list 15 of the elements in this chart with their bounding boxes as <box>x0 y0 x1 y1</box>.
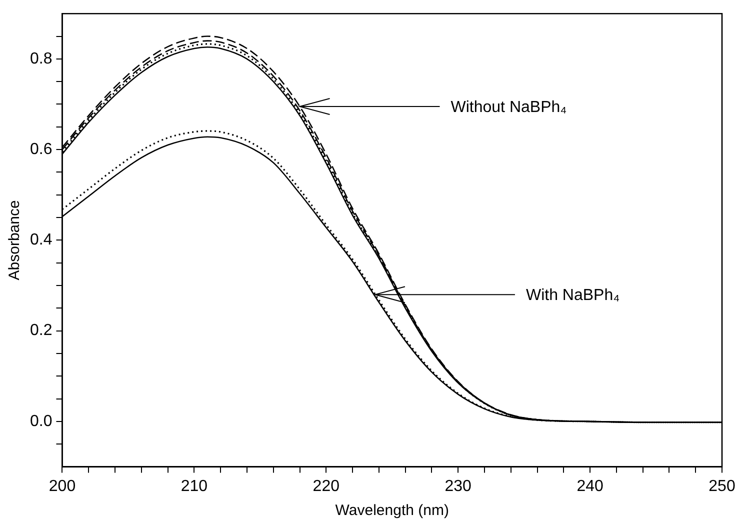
x-tick-label: 210 <box>180 478 208 495</box>
x-tick-label: 220 <box>312 478 340 495</box>
x-tick-label: 250 <box>708 478 736 495</box>
x-tick-label: 200 <box>48 478 76 495</box>
y-tick-label: 0.8 <box>30 50 52 68</box>
annotation: With NaBPh₄ <box>526 286 620 304</box>
y-tick-label: 0.0 <box>30 412 52 430</box>
y-tick-label: 0.6 <box>30 140 52 158</box>
y-axis-title: Absorbance <box>6 200 24 280</box>
x-tick-label: 230 <box>444 478 472 495</box>
y-tick-label: 0.4 <box>30 232 52 249</box>
annotation: Without NaBPh₄ <box>450 98 567 116</box>
y-tick-label: 0.2 <box>30 322 52 340</box>
x-tick-label: 240 <box>576 478 604 495</box>
x-axis-title: Wavelength (nm) <box>335 502 449 520</box>
